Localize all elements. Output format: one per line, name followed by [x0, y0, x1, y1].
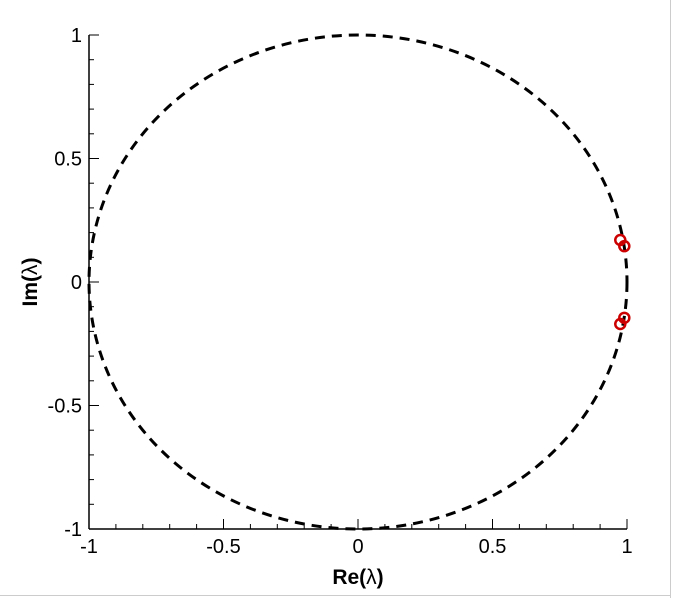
y-tick-label: 1: [71, 25, 82, 47]
axes-layer: [88, 35, 627, 530]
x-axis-title: Re(λ): [332, 566, 383, 589]
unit-circle-curve: [87, 33, 629, 531]
y-tick-labels: -1 -0.5 0 0.5 1: [48, 25, 82, 541]
y-axis-title: Im(λ): [19, 258, 42, 307]
x-tick-label: 1: [621, 536, 632, 558]
x-tick-labels: -1 -0.5 0 0.5 1: [80, 536, 632, 558]
x-tick-label: 0.5: [479, 536, 507, 558]
points-layer: [614, 233, 631, 331]
ticks-layer: [88, 34, 628, 530]
x-tick-label: 0: [352, 536, 363, 558]
eigenvalue-point: [618, 311, 631, 325]
x-tick-label: -0.5: [206, 536, 240, 558]
unit-circle-layer: [87, 33, 629, 531]
y-tick-label: -0.5: [48, 396, 82, 418]
x-tick-label: -1: [80, 536, 98, 558]
y-tick-label: 0: [71, 272, 82, 294]
y-tick-label: -1: [64, 519, 82, 541]
eigenvalue-point: [618, 239, 631, 253]
y-tick-label: 0.5: [54, 149, 82, 171]
